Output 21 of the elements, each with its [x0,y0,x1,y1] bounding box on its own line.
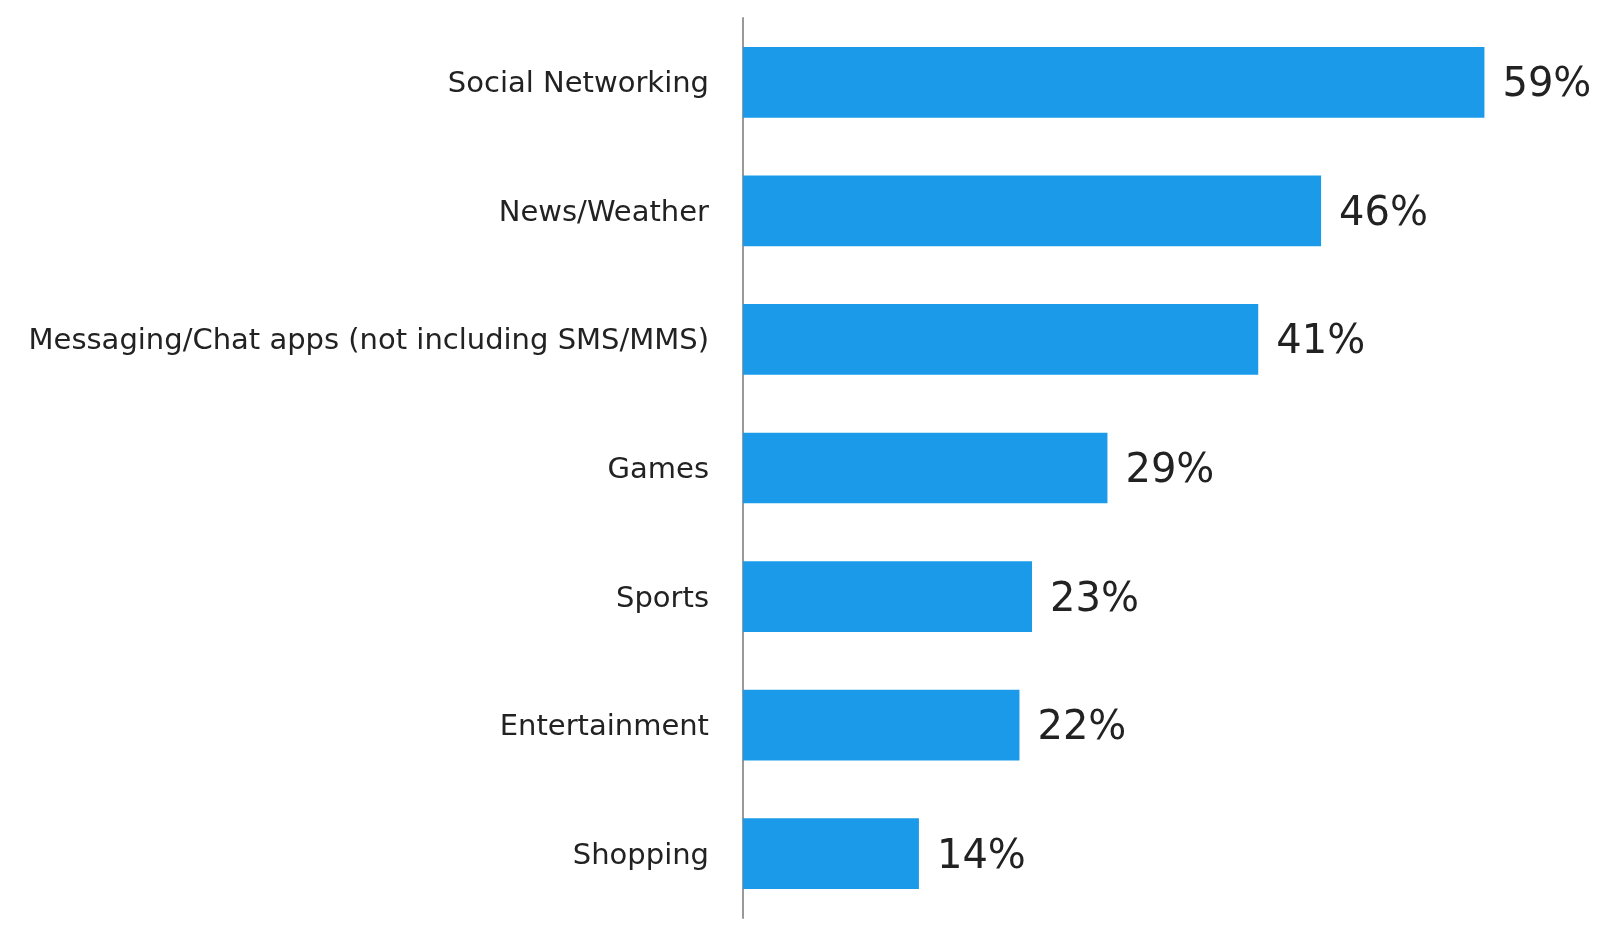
y-tick-label: Messaging/Chat apps (not including SMS/MMS) [28,322,709,357]
y-tick-label: News/Weather [498,193,710,228]
y-tick-label: Entertainment [499,708,709,743]
data-label: 22% [1037,702,1127,749]
bar [743,304,1259,375]
bar [743,689,1020,761]
data-label: 41% [1276,316,1366,363]
data-label: 14% [936,830,1026,877]
y-tick-label: Shopping [572,836,709,871]
y-tick-label: Social Networking [447,65,709,100]
y-tick-label: Sports [616,579,709,614]
bar [743,432,1108,504]
bar [743,46,1485,118]
data-label: 59% [1502,59,1592,106]
data-label: 23% [1050,573,1139,620]
data-label: 46% [1339,187,1428,234]
data-label: 29% [1125,445,1215,491]
y-tick-label: Games [607,451,709,485]
bar [743,561,1033,632]
bar [743,818,919,890]
bar [743,175,1322,247]
